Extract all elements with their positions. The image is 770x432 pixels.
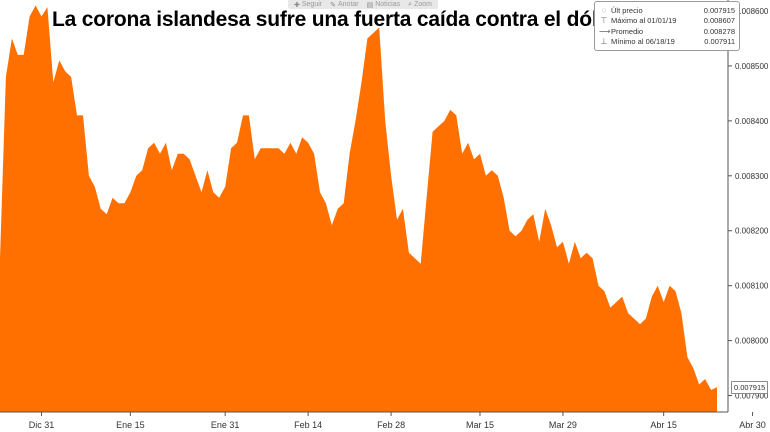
y-tick-label: 0.008600 <box>735 7 769 16</box>
low-marker-icon: ⊥ <box>600 37 608 47</box>
plus-icon: ✚ <box>294 1 300 9</box>
news-label: Noticias <box>375 1 401 8</box>
legend-label: Máximo al 01/01/19 <box>611 16 677 26</box>
legend-row-high: ⊤ Máximo al 01/01/19 0.008607 <box>599 16 735 27</box>
legend-row-average: ⟶ Promedio 0.008278 <box>599 26 735 37</box>
last-value-tag: 0.007915 <box>731 381 769 395</box>
chart-title: La corona islandesa sufre una fuerta caí… <box>52 8 617 31</box>
x-tick-label: Ene 15 <box>116 420 145 430</box>
news-icon: ▤ <box>366 1 374 9</box>
y-tick-label: 0.008500 <box>735 62 769 71</box>
x-tick-label: Ene 31 <box>211 420 240 430</box>
high-marker-icon: ⊤ <box>600 16 608 26</box>
y-tick-label: 0.008400 <box>735 117 769 126</box>
y-tick-label: 0.008300 <box>735 172 769 181</box>
y-tick-label: 0.008000 <box>735 337 769 346</box>
zoom-button[interactable]: ⌕ Zoom <box>408 1 432 9</box>
legend-row-last: ◌ Últ precio 0.007915 <box>599 5 735 16</box>
x-tick-label: Abr 15 <box>650 420 677 430</box>
area-layer <box>0 5 717 412</box>
y-tick-label: 0.007900 <box>735 392 769 401</box>
follow-button[interactable]: ✚ Seguir <box>294 1 322 9</box>
y-tick-label: 0.008200 <box>735 227 769 236</box>
x-tick-label: Feb 28 <box>377 420 405 430</box>
legend-value: 0.008607 <box>703 16 735 26</box>
follow-label: Seguir <box>301 1 323 8</box>
pencil-icon: ✎ <box>330 1 336 9</box>
chart-legend: ◌ Últ precio 0.007915 ⊤ Máximo al 01/01/… <box>594 1 740 51</box>
x-tick-label: Feb 14 <box>294 420 322 430</box>
annotate-button[interactable]: ✎ Anotar <box>330 1 359 9</box>
legend-value: 0.007915 <box>703 5 735 15</box>
legend-value: 0.007911 <box>704 37 735 47</box>
x-tick-label: Dic 31 <box>29 420 55 430</box>
series-area <box>0 5 717 412</box>
legend-label: Mínimo al 06/18/19 <box>611 37 675 47</box>
average-marker-icon: ⟶ <box>599 26 611 36</box>
annotate-label: Anotar <box>337 1 359 8</box>
y-tick-label: 0.008100 <box>735 282 769 291</box>
x-tick-label: Mar 29 <box>549 420 577 430</box>
x-tick-label: Mar 15 <box>466 420 494 430</box>
x-tick-label: Abr 30 <box>739 420 766 430</box>
chart-toolbar: ✚ Seguir ✎ Anotar ▤ Noticias ⌕ Zoom <box>288 0 438 9</box>
last-price-icon: ◌ <box>601 5 607 15</box>
legend-label: Promedio <box>611 26 644 36</box>
legend-label: Últ precio <box>611 5 643 15</box>
magnifier-icon: ⌕ <box>408 0 413 8</box>
news-button[interactable]: ▤ Noticias <box>367 1 401 9</box>
legend-value: 0.008278 <box>703 26 735 36</box>
zoom-label: Zoom <box>414 1 432 8</box>
legend-row-low: ⊥ Mínimo al 06/18/19 0.007911 <box>599 37 735 48</box>
